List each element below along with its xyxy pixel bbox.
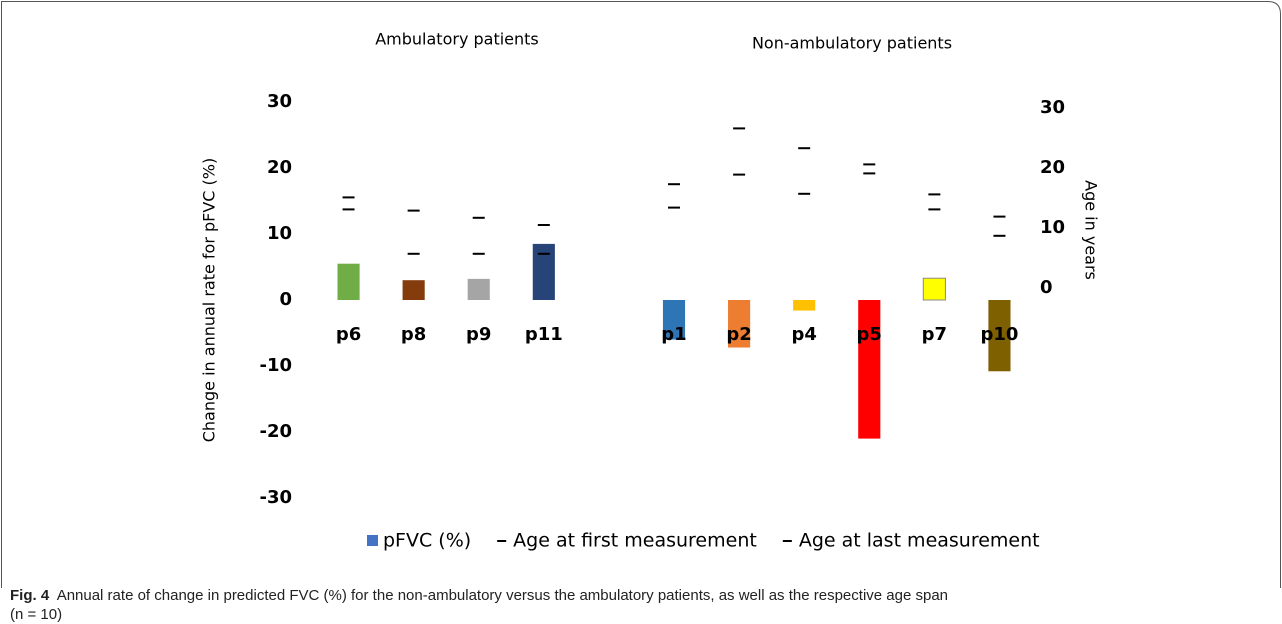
legend-label: Age at first measurement [513,530,757,552]
y2-axis-label: Age in years [1082,180,1101,280]
x-tick-label: p11 [525,324,563,345]
y2-tick-label: 20 [1040,157,1065,178]
annotation: Non-ambulatory patients [752,34,952,53]
y-tick-label: -30 [259,487,292,508]
x-tick-label: p2 [726,324,751,345]
y-tick-label: -20 [259,421,292,442]
y-tick-label: 20 [267,157,292,178]
bar [793,300,816,311]
bar [402,280,425,300]
y-axis-label: Change in annual rate for pFVC (%) [200,158,219,443]
caption: Fig. 4 Annual rate of change in predicte… [10,586,1270,624]
y-tick-label: 30 [267,91,292,112]
y-tick-label: 0 [279,289,292,310]
x-tick-label: p1 [661,324,686,345]
bar [467,278,490,300]
legend-label: pFVC (%) [383,530,471,552]
x-tick-label: p10 [980,324,1018,345]
x-tick-label: p9 [466,324,491,345]
frame [1,1,1281,588]
x-tick-label: p8 [401,324,426,345]
x-tick-label: p4 [791,324,816,345]
y2-tick-label: 30 [1040,97,1065,118]
y2-tick-label: 10 [1040,217,1065,238]
chart: Ambulatory patients Non-ambulatory patie… [1,1,1281,588]
bar [337,263,360,300]
y2-tick-label: 0 [1040,277,1053,298]
x-tick-label: p6 [336,324,361,345]
legend-swatch [367,535,378,546]
y-tick-label: -10 [259,355,292,376]
bar [988,300,1011,372]
x-tick-label: p5 [857,324,882,345]
bar [532,243,555,300]
y-tick-label: 10 [267,223,292,244]
annotation: Ambulatory patients [375,30,539,49]
bar [662,300,686,340]
caption-label: Fig. 4 [10,587,50,604]
bar [858,300,881,439]
caption-text: Annual rate of change in predicted FVC (… [56,587,949,604]
bar [922,277,946,301]
bar [728,300,751,348]
x-tick-label: p7 [922,324,947,345]
legend-label: Age at last measurement [799,530,1040,552]
